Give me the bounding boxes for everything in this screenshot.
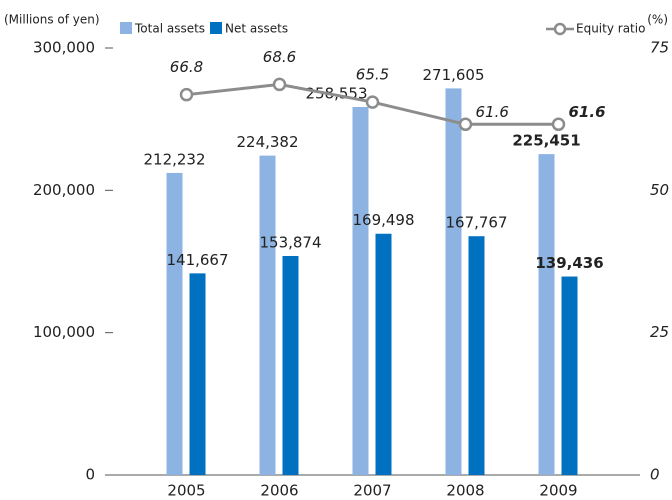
bar — [282, 255, 299, 475]
x-tick-label: 2006 — [260, 482, 298, 500]
y2-tick-label: 25 — [650, 323, 669, 341]
line-marker — [365, 95, 380, 109]
y2-tick-label: 75 — [650, 39, 669, 57]
line-marker — [272, 77, 287, 92]
bar — [375, 233, 392, 475]
data-label: 153,874 — [259, 233, 321, 251]
bar — [468, 236, 485, 475]
data-label: 167,767 — [445, 214, 507, 232]
data-label: 61.6 — [569, 103, 606, 121]
y-tick-label: 100,000 — [33, 323, 95, 341]
data-label: 141,667 — [166, 251, 228, 269]
y-tick-label: 200,000 — [33, 181, 95, 199]
bar — [561, 276, 578, 475]
bar — [259, 155, 276, 475]
legend-label: Net assets — [225, 22, 288, 36]
data-label: 224,382 — [236, 133, 298, 151]
y2-tick-label: 0 — [650, 466, 660, 484]
y2-tick-label: 50 — [650, 181, 669, 199]
x-tick-label: 2009 — [539, 482, 577, 500]
x-tick-label: 2008 — [446, 482, 484, 500]
bar — [445, 88, 462, 475]
data-label: 212,232 — [143, 150, 205, 168]
legend-label: Equity ratio — [576, 22, 645, 36]
line-marker — [179, 87, 194, 102]
legend-label: Total assets — [134, 22, 205, 36]
y-axis-label: (Millions of yen) — [4, 13, 100, 27]
legend-swatch — [210, 22, 222, 34]
data-label: 66.8 — [170, 58, 203, 76]
bar — [166, 172, 183, 475]
bar — [352, 106, 369, 476]
data-label: 271,605 — [422, 66, 484, 84]
legend-marker — [553, 22, 567, 36]
line-marker — [551, 117, 566, 132]
y-tick-label: 0 — [85, 466, 95, 484]
data-label: 225,451 — [512, 132, 580, 150]
y-tick-label: 300,000 — [33, 39, 95, 57]
data-label: 68.6 — [263, 48, 296, 66]
data-label: 139,436 — [535, 254, 603, 272]
bar — [538, 154, 555, 475]
x-tick-label: 2005 — [167, 482, 205, 500]
data-label: 169,498 — [352, 211, 414, 229]
line-marker — [458, 117, 473, 132]
y2-axis-label: (%) — [647, 13, 668, 27]
data-label: 61.6 — [476, 103, 509, 121]
data-label: 65.5 — [356, 66, 389, 84]
bar — [189, 273, 206, 475]
x-tick-label: 2007 — [353, 482, 391, 500]
legend-swatch — [120, 22, 132, 34]
